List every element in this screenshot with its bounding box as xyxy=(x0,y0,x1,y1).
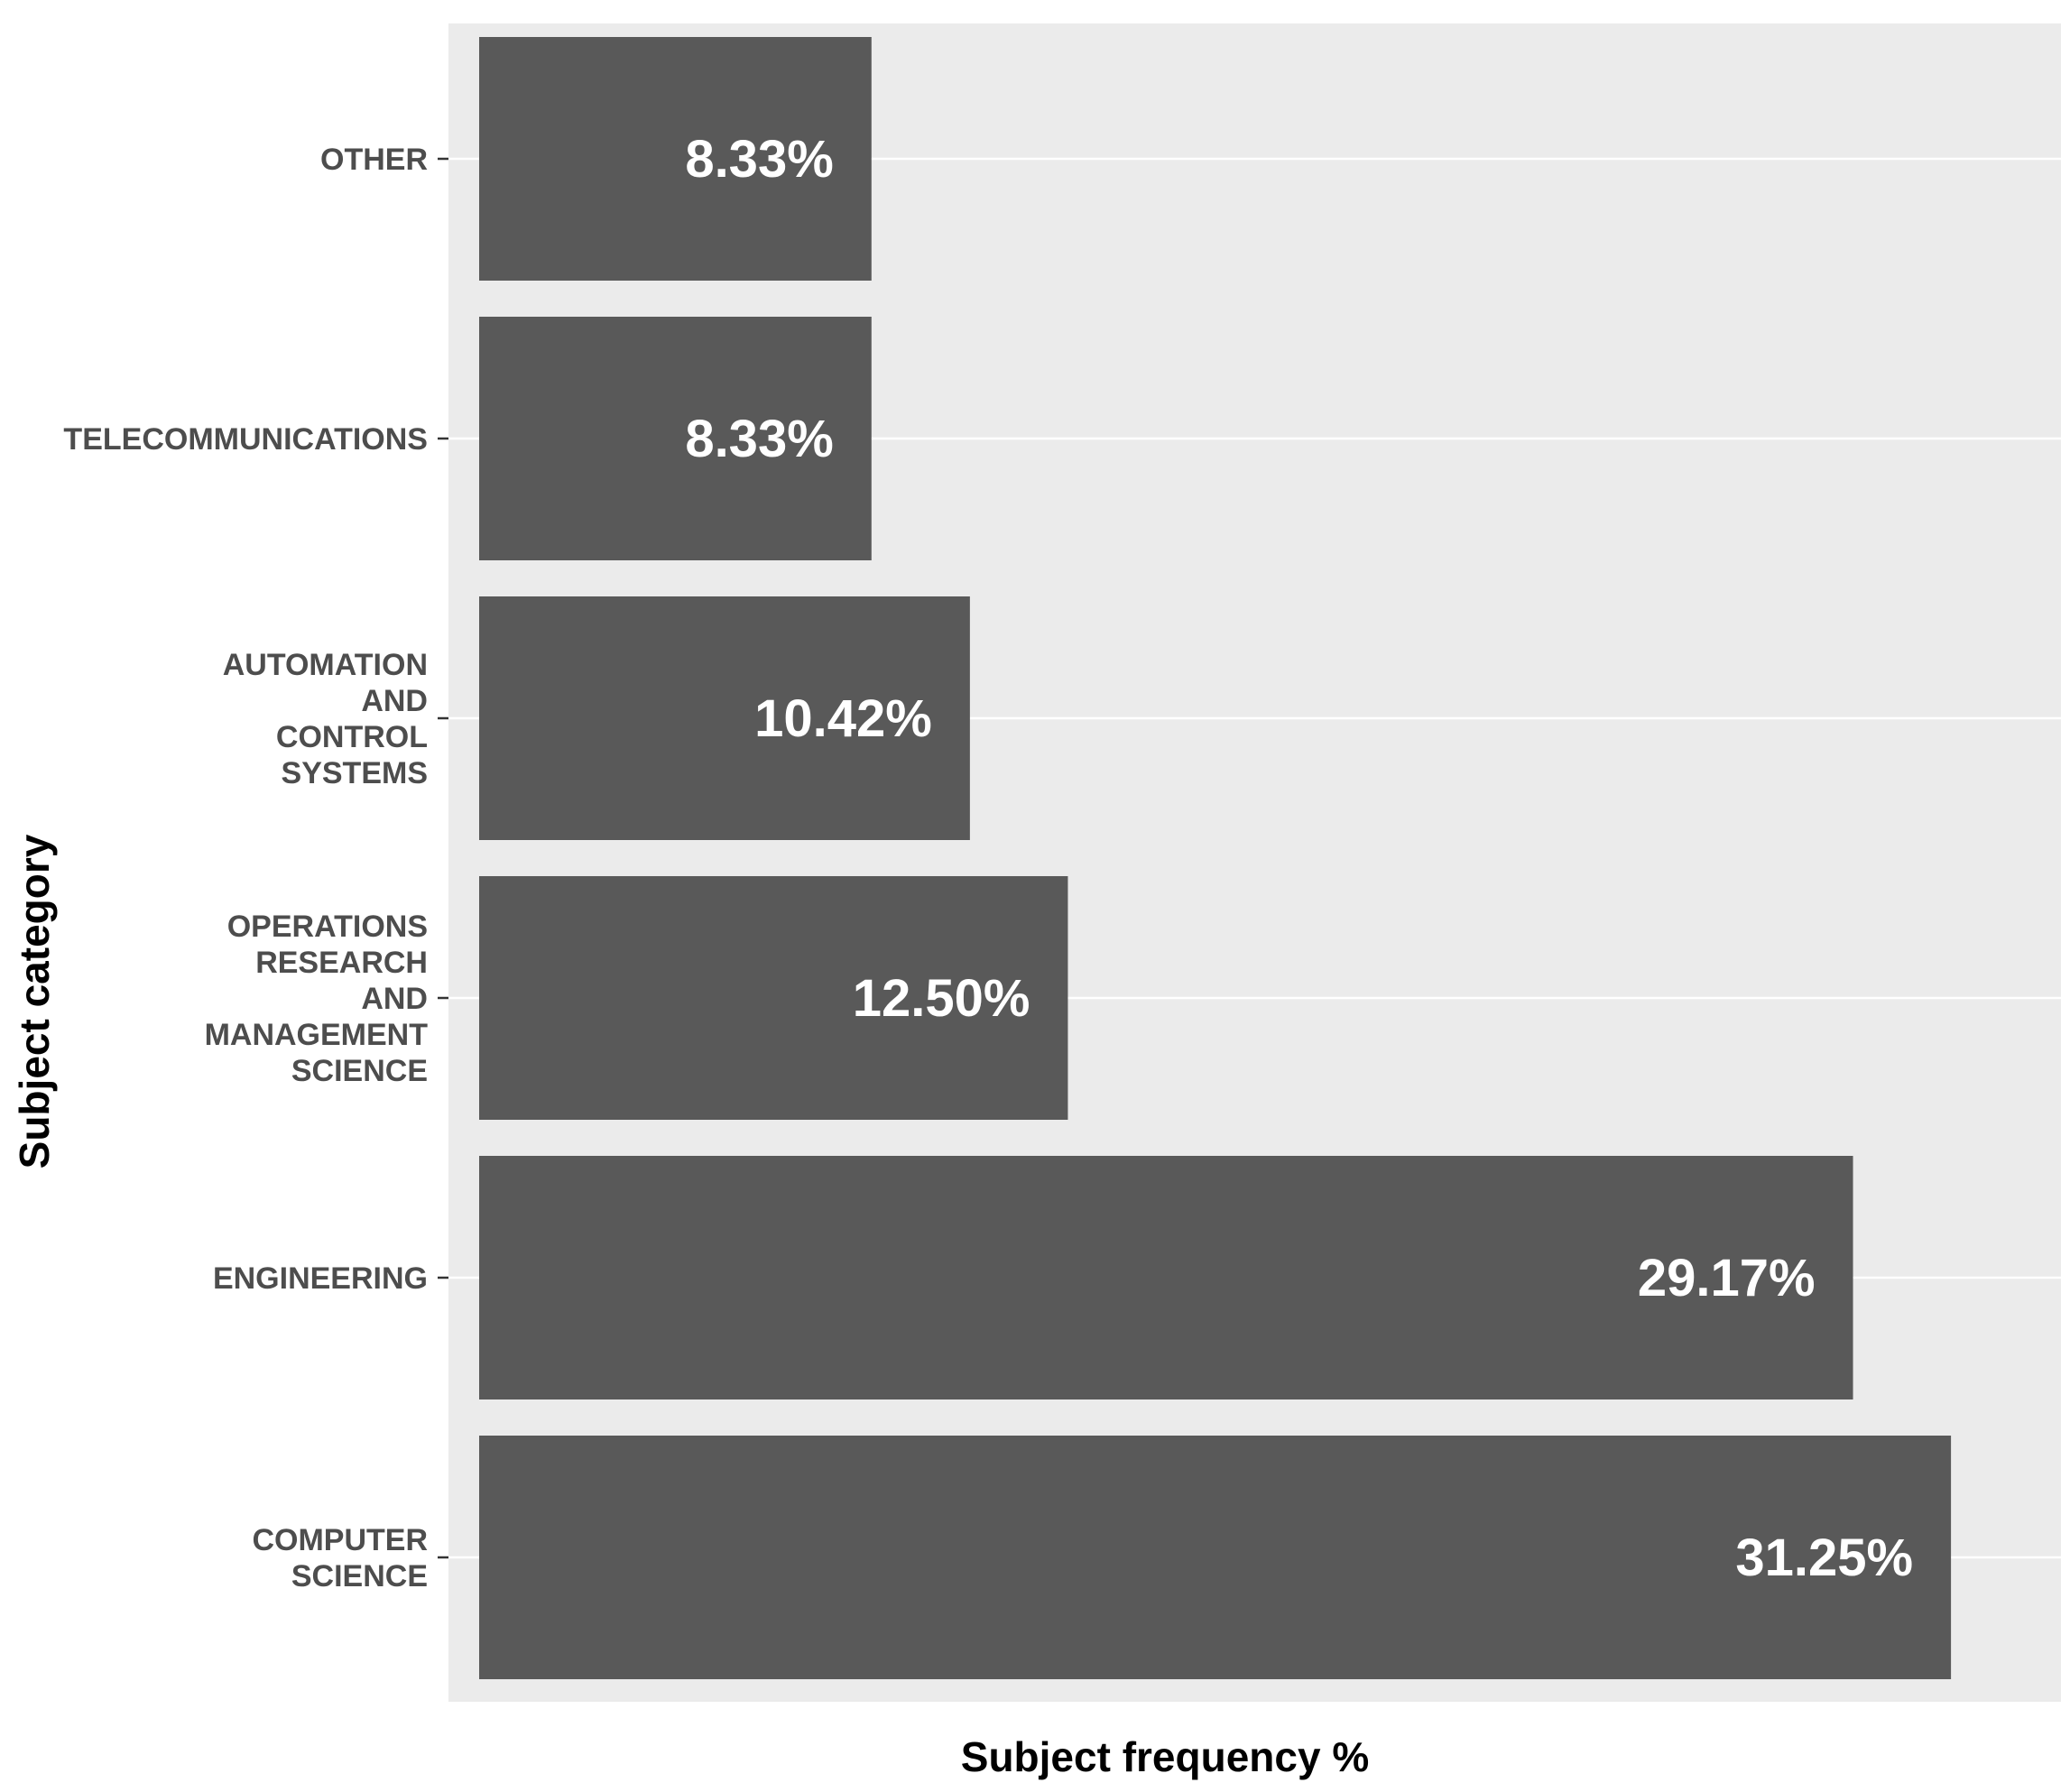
y-axis-tick-labels: COMPUTER SCIENCE ENGINEERING OPERATIONS RESE… xyxy=(63,143,428,1593)
bar-other xyxy=(479,37,872,281)
tick-label-automation-and-control-systems: AUTOMATION AND CONTROL SYSTEMS xyxy=(223,648,428,790)
bar-telecommunications xyxy=(479,317,872,560)
tick-label-engineering: ENGINEERING xyxy=(213,1261,428,1296)
data-label-telecommunications: 8.33% xyxy=(685,410,833,468)
bar-computer-science xyxy=(479,1436,1952,1679)
tick-label-operations-research-and-management-science: OPERATIONS RESEARCH AND MANAGEMENT SCIENCE xyxy=(205,910,429,1088)
tick-label-other: OTHER xyxy=(320,143,428,177)
panel-background xyxy=(448,23,2061,1702)
bars xyxy=(479,37,1952,1679)
data-label-automation-and-control-systems: 10.42% xyxy=(754,689,932,748)
bar-engineering xyxy=(479,1156,1853,1399)
data-label-engineering: 29.17% xyxy=(1638,1249,1816,1307)
bar-automation-and-control-systems xyxy=(479,596,970,840)
data-label-computer-science: 31.25% xyxy=(1735,1529,1913,1587)
data-label-other: 8.33% xyxy=(685,130,833,189)
data-label-operations-research-and-management-science: 12.50% xyxy=(853,969,1030,1028)
bar-operations-research-and-management-science xyxy=(479,876,1068,1120)
y-axis-ticks xyxy=(438,157,448,1559)
tick-label-telecommunications: TELECOMMUNICATIONS xyxy=(63,422,428,457)
y-axis-title: Subject category xyxy=(11,834,58,1168)
data-labels: 31.25% 29.17% 12.50% 10.42% 8.33% 8.33% xyxy=(685,130,1913,1587)
x-axis-title: Subject frequency % xyxy=(961,1733,1369,1780)
tick-label-computer-science: COMPUTER SCIENCE xyxy=(252,1523,428,1593)
